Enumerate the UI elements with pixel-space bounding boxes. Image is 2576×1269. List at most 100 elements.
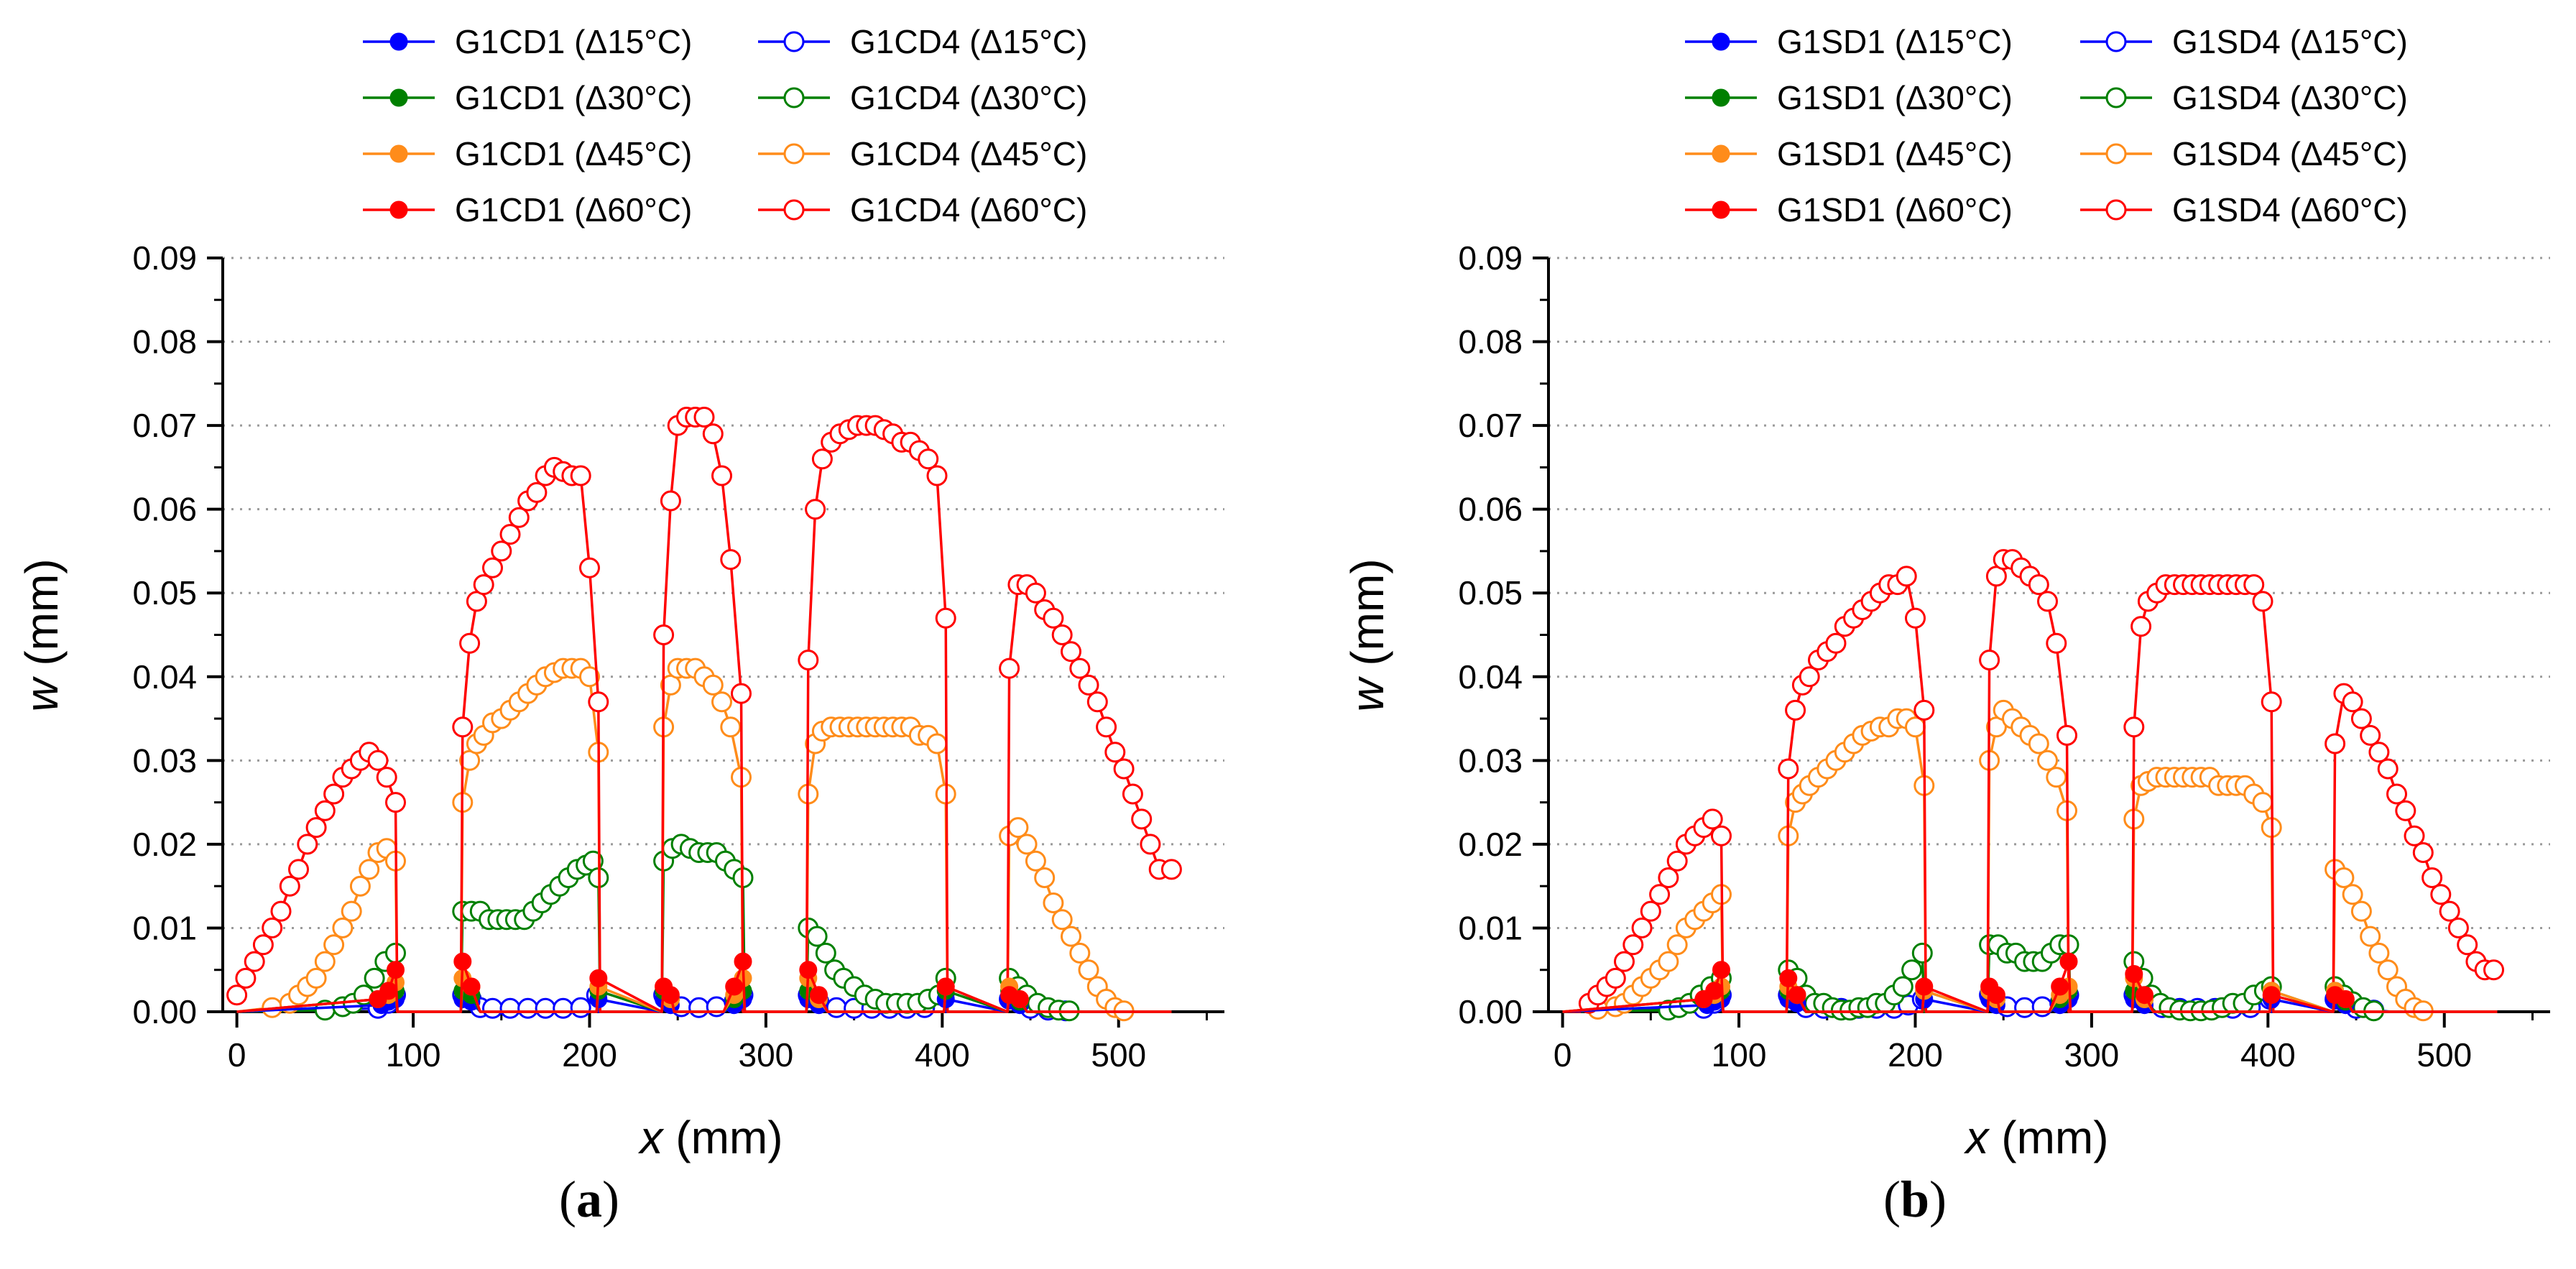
data-point bbox=[314, 951, 336, 972]
data-point bbox=[1911, 942, 1933, 964]
data-point bbox=[2130, 616, 2152, 637]
y-tick-label: 0.06 bbox=[1458, 491, 1523, 528]
data-point bbox=[799, 961, 818, 979]
legend-label: G1CD1 (Δ45°C) bbox=[455, 135, 692, 172]
data-point bbox=[1896, 566, 1917, 587]
data-point bbox=[926, 733, 948, 755]
data-point bbox=[2368, 742, 2390, 763]
series-line bbox=[1562, 960, 2498, 1013]
y-axis-variable: w bbox=[1342, 676, 1393, 712]
y-tick-label: 0.03 bbox=[132, 742, 197, 779]
legend-marker bbox=[783, 199, 805, 221]
data-point bbox=[2360, 724, 2381, 746]
data-point bbox=[2252, 792, 2273, 813]
data-point bbox=[235, 967, 257, 989]
data-point bbox=[499, 524, 521, 545]
data-point bbox=[661, 986, 680, 1005]
data-point bbox=[535, 997, 556, 1019]
legend-label: G1CD1 (Δ60°C) bbox=[455, 191, 692, 229]
y-tick-label: 0.07 bbox=[132, 407, 197, 444]
legend-marker bbox=[2105, 199, 2127, 221]
data-point bbox=[936, 977, 955, 996]
data-point bbox=[2014, 997, 2036, 1018]
data-point bbox=[588, 691, 609, 713]
legend-label: G1SD4 (Δ60°C) bbox=[2172, 191, 2408, 229]
data-point bbox=[720, 549, 742, 571]
data-point bbox=[798, 650, 819, 670]
data-point bbox=[1622, 934, 1644, 956]
data-point bbox=[332, 917, 354, 938]
data-point bbox=[1785, 699, 1806, 721]
data-point bbox=[482, 557, 503, 578]
data-point bbox=[1711, 825, 1732, 846]
x-tick-label: 500 bbox=[2416, 1036, 2472, 1074]
series-g1sd4-7 bbox=[1562, 549, 2504, 1014]
data-point bbox=[553, 997, 574, 1019]
data-point bbox=[810, 986, 828, 1005]
chart-panel-a: 0.00 0.01 0.02 0.03 0.04 0.05 0.06 0.07 0.08 0.09… bbox=[16, 23, 1224, 1228]
data-point bbox=[2368, 942, 2390, 964]
legend-entry: G1CD4 (Δ15°C) bbox=[758, 23, 1087, 60]
data-point bbox=[2262, 986, 2281, 1005]
data-point bbox=[1779, 969, 1798, 987]
data-point bbox=[2325, 733, 2346, 755]
legend-marker bbox=[783, 87, 805, 109]
data-point bbox=[2252, 591, 2273, 612]
data-point bbox=[244, 951, 265, 972]
x-axis-label: x (mm) bbox=[637, 1112, 783, 1163]
data-point bbox=[734, 952, 752, 971]
data-point bbox=[1666, 850, 1688, 872]
x-tick-label: 100 bbox=[386, 1036, 441, 1074]
data-point bbox=[1825, 632, 1847, 654]
series-line bbox=[236, 415, 1172, 1013]
data-point bbox=[1788, 986, 1806, 1005]
data-point bbox=[1702, 808, 1723, 830]
panel-label: (a) bbox=[559, 1171, 619, 1228]
data-point bbox=[1799, 666, 1820, 688]
data-point bbox=[1666, 934, 1688, 956]
legend-marker bbox=[1712, 200, 1730, 219]
series-g1sd1-3 bbox=[1562, 952, 2498, 1013]
panel-label-letter: a bbox=[576, 1171, 602, 1228]
data-point bbox=[1605, 967, 1626, 989]
data-point bbox=[1007, 817, 1029, 839]
data-point bbox=[2395, 800, 2416, 821]
data-point bbox=[1069, 942, 1091, 964]
legend-marker bbox=[783, 143, 805, 165]
data-point bbox=[2360, 926, 2381, 947]
data-point bbox=[702, 423, 724, 445]
data-point bbox=[725, 977, 744, 996]
y-tick-label: 0.03 bbox=[1458, 742, 1523, 779]
data-point bbox=[2336, 990, 2355, 1008]
legend-label: G1SD1 (Δ30°C) bbox=[1777, 79, 2013, 116]
data-point bbox=[1131, 808, 1153, 830]
data-point bbox=[459, 632, 481, 654]
data-point bbox=[385, 792, 406, 813]
series-line bbox=[236, 960, 1172, 1013]
data-point bbox=[1113, 758, 1135, 780]
data-point bbox=[1043, 892, 1064, 913]
y-tick-label: 0.01 bbox=[1458, 909, 1523, 946]
y-axis-label: w (mm) bbox=[1342, 558, 1393, 711]
data-point bbox=[2333, 867, 2355, 888]
data-point bbox=[2457, 934, 2478, 956]
y-tick-label: 0.04 bbox=[1458, 658, 1523, 696]
legend-entry: G1CD4 (Δ60°C) bbox=[758, 191, 1087, 229]
legend-entry: G1SD4 (Δ30°C) bbox=[2080, 79, 2408, 116]
chart-panel-b: 0.00 0.01 0.02 0.03 0.04 0.05 0.06 0.07 0.08 0.09… bbox=[1342, 23, 2550, 1228]
y-tick-label: 0.04 bbox=[132, 658, 197, 696]
data-point bbox=[1061, 926, 1081, 947]
legend-label: G1CD4 (Δ45°C) bbox=[850, 135, 1087, 172]
data-point bbox=[711, 465, 732, 486]
data-point bbox=[491, 540, 512, 562]
data-point bbox=[349, 875, 371, 897]
data-point bbox=[323, 934, 345, 956]
legend-entry: G1SD4 (Δ15°C) bbox=[2080, 23, 2408, 60]
legend-entry: G1CD4 (Δ45°C) bbox=[758, 135, 1087, 172]
y-tick-label: 0.06 bbox=[132, 491, 197, 528]
data-point bbox=[1025, 582, 1046, 604]
data-point bbox=[1061, 641, 1081, 663]
x-tick-label: 400 bbox=[915, 1036, 970, 1074]
data-point bbox=[2412, 842, 2434, 863]
